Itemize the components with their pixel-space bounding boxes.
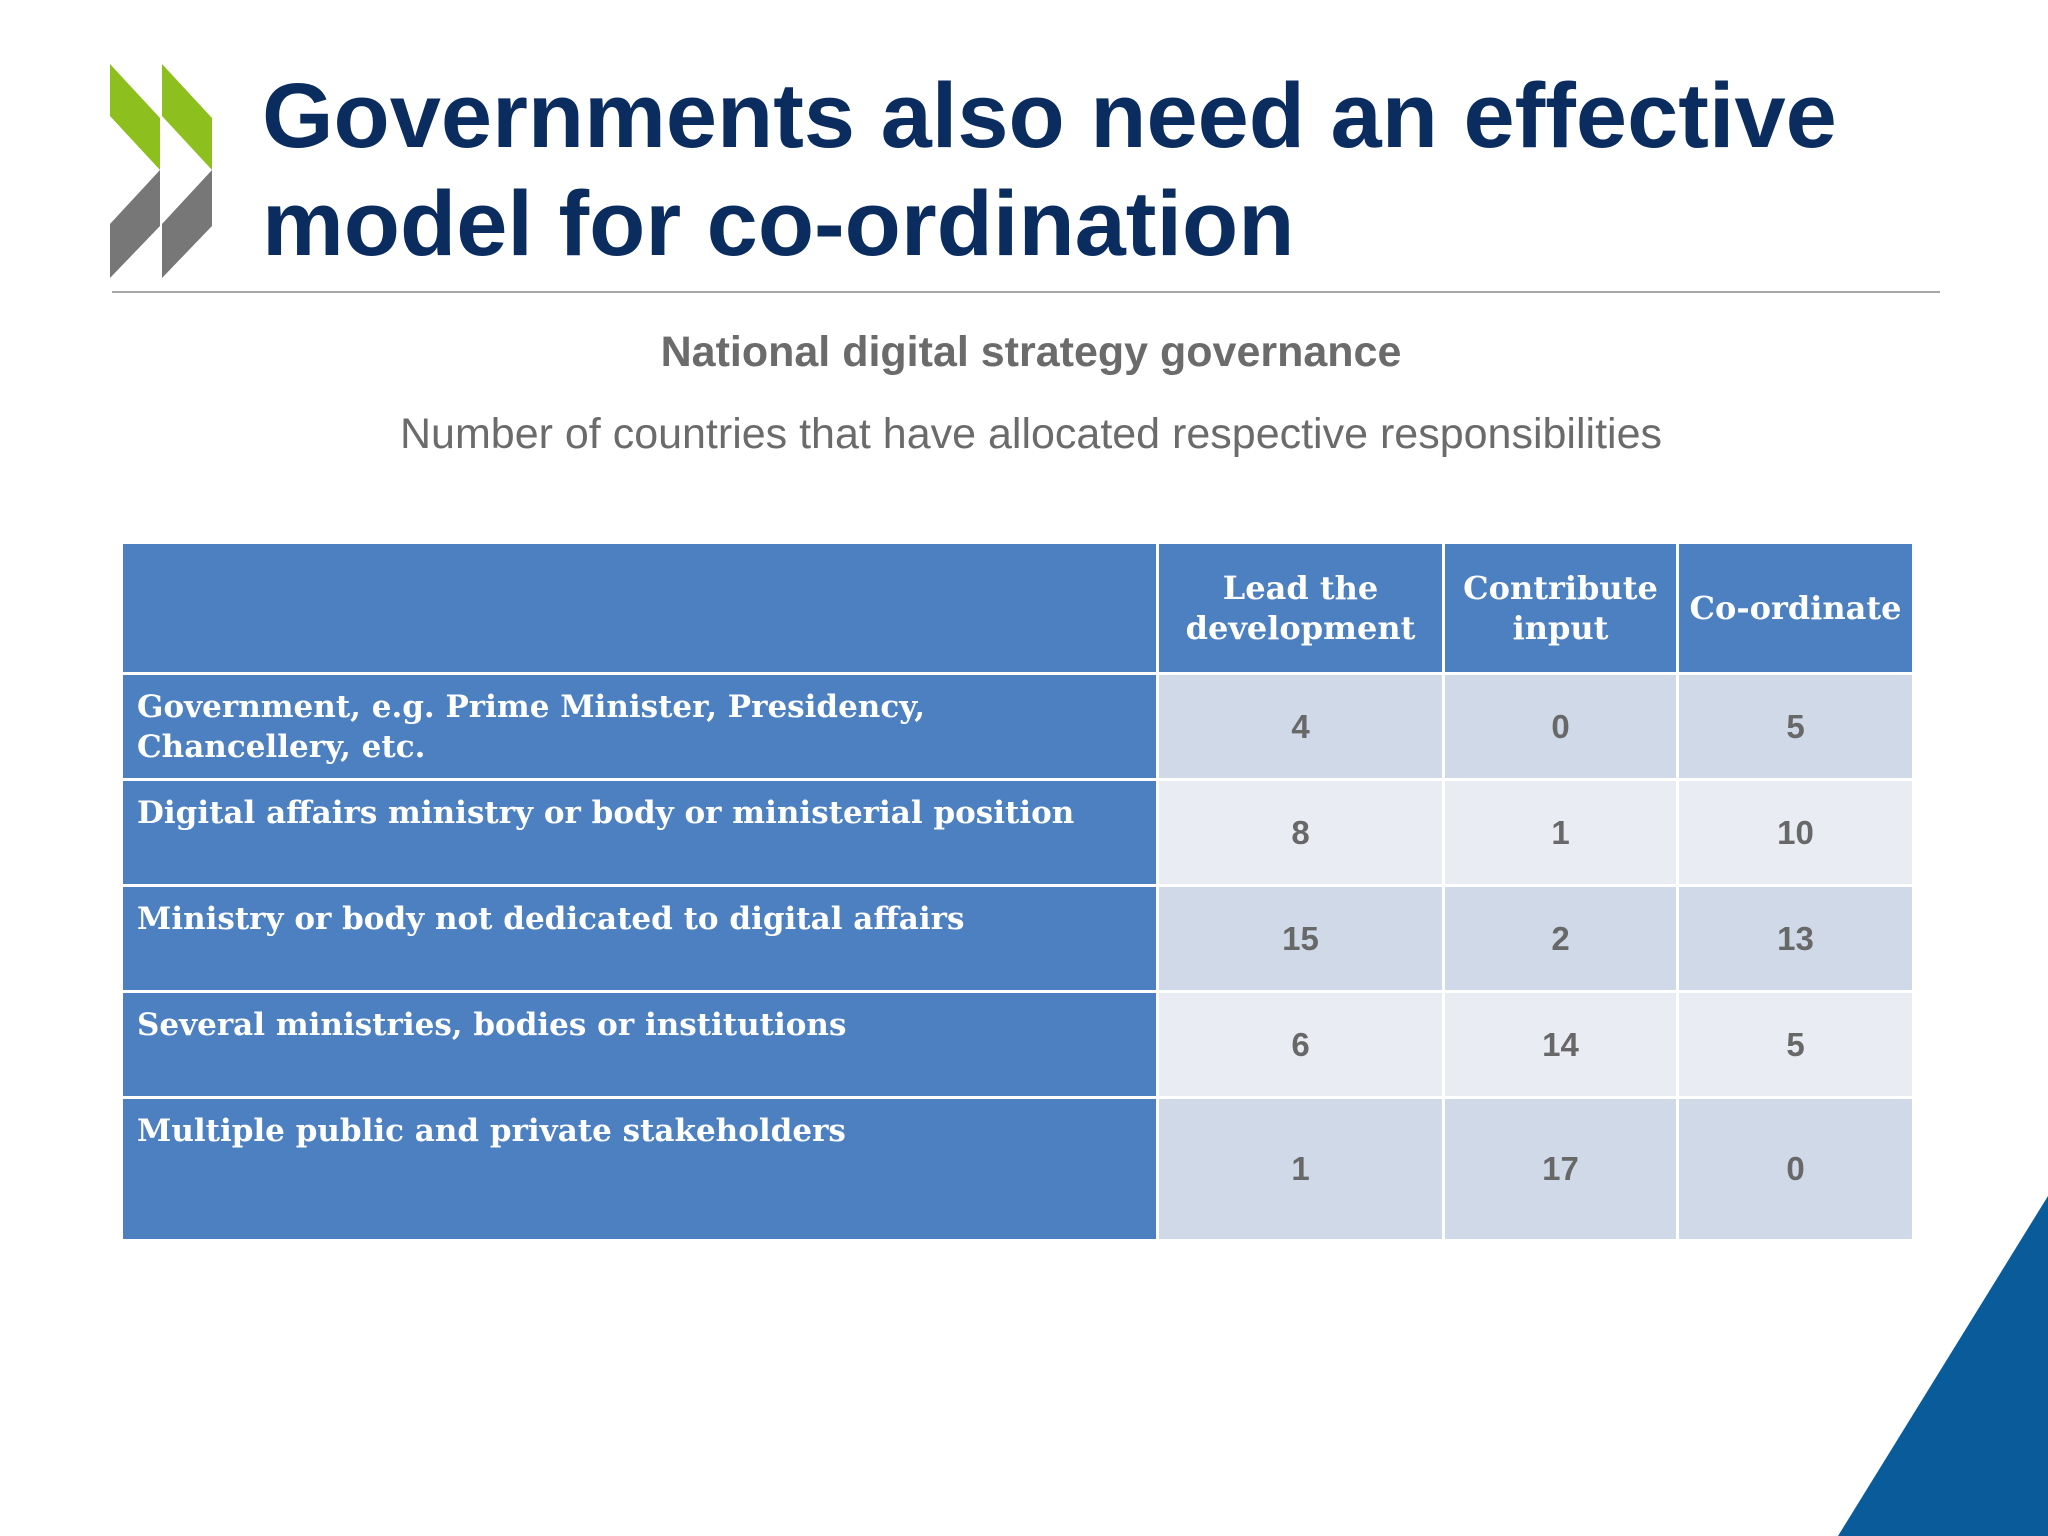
row-label: Government, e.g. Prime Minister, Preside… (120, 672, 1159, 781)
table-row: Several ministries, bodies or institutio… (120, 990, 1915, 1099)
table-row: Government, e.g. Prime Minister, Preside… (120, 672, 1915, 781)
logo-chevron-left-gray (110, 170, 160, 278)
table-row: Multiple public and private stakeholders… (120, 1096, 1915, 1242)
cell-contribute: 0 (1442, 672, 1679, 781)
cell-contribute: 1 (1442, 778, 1679, 887)
table-row: Digital affairs ministry or body or mini… (120, 778, 1915, 887)
logo-chevron-right-green (162, 64, 212, 170)
slide-title: Governments also need an effective model… (262, 65, 1837, 275)
cell-contribute: 17 (1442, 1096, 1679, 1242)
cell-coordinate: 13 (1676, 884, 1915, 993)
table-row: Ministry or body not dedicated to digita… (120, 884, 1915, 993)
cell-lead: 8 (1156, 778, 1445, 887)
table-subtitle: National digital strategy governance (660, 328, 1402, 376)
header-corner-cell (120, 541, 1159, 675)
cell-coordinate: 5 (1676, 672, 1915, 781)
column-header-contribute: Contribute input (1442, 541, 1679, 675)
column-header-coordinate: Co-ordinate (1676, 541, 1915, 675)
column-header-lead: Lead the development (1156, 541, 1445, 675)
row-label: Digital affairs ministry or body or mini… (120, 778, 1159, 887)
cell-lead: 1 (1156, 1096, 1445, 1242)
corner-decoration (1838, 1196, 2048, 1536)
governance-table: Lead the development Contribute input Co… (120, 541, 1915, 1242)
cell-lead: 15 (1156, 884, 1445, 993)
table-caption: Number of countries that have allocated … (400, 410, 1662, 458)
table-header-row: Lead the development Contribute input Co… (120, 541, 1915, 675)
cell-contribute: 14 (1442, 990, 1679, 1099)
row-label: Several ministries, bodies or institutio… (120, 990, 1159, 1099)
logo-chevron-left-green (110, 64, 160, 170)
cell-lead: 4 (1156, 672, 1445, 781)
title-divider (112, 291, 1940, 293)
cell-contribute: 2 (1442, 884, 1679, 993)
cell-coordinate: 10 (1676, 778, 1915, 887)
row-label: Multiple public and private stakeholders (120, 1096, 1159, 1242)
cell-coordinate: 0 (1676, 1096, 1915, 1242)
row-label: Ministry or body not dedicated to digita… (120, 884, 1159, 993)
logo-chevron-right-gray (162, 170, 212, 278)
cell-lead: 6 (1156, 990, 1445, 1099)
oecd-chevron-logo (110, 64, 212, 278)
cell-coordinate: 5 (1676, 990, 1915, 1099)
